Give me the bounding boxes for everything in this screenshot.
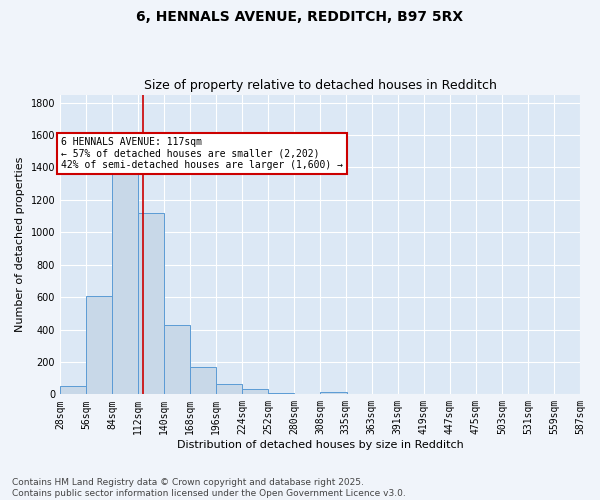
Bar [112, 174, 138, 394]
X-axis label: Distribution of detached houses by size in Redditch: Distribution of detached houses by size … [176, 440, 463, 450]
Bar [86, 296, 112, 394]
Bar [268, 392, 295, 394]
Bar [190, 367, 217, 394]
Bar [60, 386, 86, 394]
Y-axis label: Number of detached properties: Number of detached properties [15, 157, 25, 332]
Text: Contains HM Land Registry data © Crown copyright and database right 2025.
Contai: Contains HM Land Registry data © Crown c… [12, 478, 406, 498]
Text: 6 HENNALS AVENUE: 117sqm
← 57% of detached houses are smaller (2,202)
42% of sem: 6 HENNALS AVENUE: 117sqm ← 57% of detach… [61, 136, 343, 170]
Bar [242, 388, 268, 394]
Bar [217, 384, 242, 394]
Bar [320, 392, 347, 394]
Bar [138, 213, 164, 394]
Title: Size of property relative to detached houses in Redditch: Size of property relative to detached ho… [143, 79, 496, 92]
Text: 6, HENNALS AVENUE, REDDITCH, B97 5RX: 6, HENNALS AVENUE, REDDITCH, B97 5RX [136, 10, 464, 24]
Bar [164, 324, 190, 394]
